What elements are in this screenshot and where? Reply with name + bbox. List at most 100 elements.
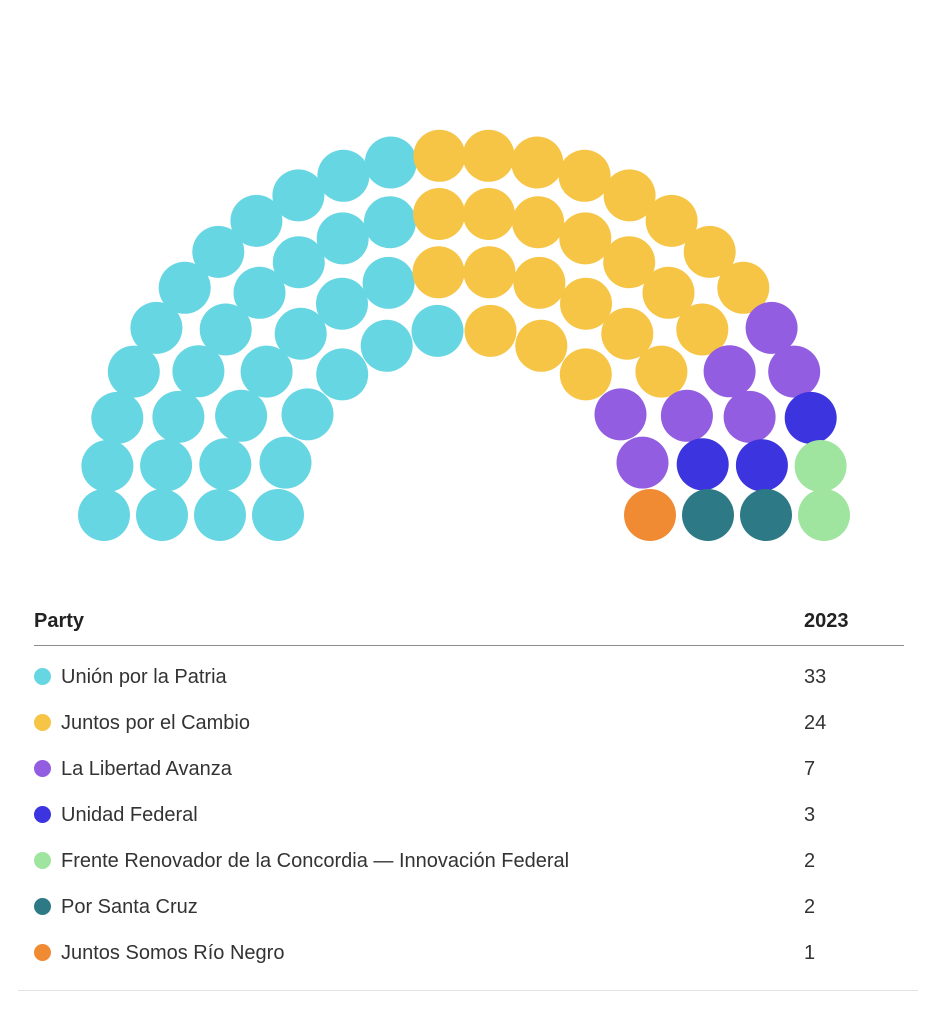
legend-swatch — [34, 943, 51, 961]
legend-seat-count: 2 — [804, 849, 816, 872]
seat-dot — [703, 345, 756, 398]
seat-dot — [660, 389, 713, 442]
seat-dot — [717, 261, 770, 314]
seat-dot — [413, 129, 466, 182]
legend-party-cell: Por Santa Cruz — [34, 884, 804, 930]
seat-dot — [784, 391, 837, 444]
legend-party-name: La Libertad Avanza — [61, 757, 232, 780]
seat-dot — [316, 277, 368, 330]
legend-party-name: Unidad Federal — [61, 803, 198, 826]
seat-dot — [740, 489, 792, 541]
legend-row: Unidad Federal 3 — [34, 792, 904, 838]
seat-dot — [140, 439, 193, 492]
seat-dot — [199, 303, 252, 356]
seat-dot — [81, 440, 134, 492]
seat-dot — [683, 225, 736, 278]
legend-seat-count: 24 — [804, 711, 827, 734]
seat-dot — [601, 307, 654, 360]
seat-dot — [364, 136, 417, 189]
legend-party-name: Juntos Somos Río Negro — [61, 941, 285, 964]
seat-dot — [317, 149, 370, 202]
seat-dot — [281, 388, 334, 441]
seat-dot — [511, 136, 564, 189]
seat-dot — [515, 319, 568, 372]
legend-row: Juntos por el Cambio 24 — [34, 700, 904, 746]
seat-dot — [192, 225, 245, 278]
seat-dot — [676, 438, 729, 491]
legend-party-cell: Juntos por el Cambio — [34, 700, 804, 746]
seat-dot — [411, 304, 464, 357]
parliament-chart — [78, 129, 850, 541]
legend-party-name: Unión por la Patria — [61, 665, 227, 688]
seat-dot — [594, 388, 647, 441]
seat-dot — [252, 489, 304, 541]
seat-dot — [130, 301, 183, 354]
legend-party-cell: La Libertad Avanza — [34, 746, 804, 792]
seat-dot — [172, 345, 225, 398]
seat-dot — [360, 319, 413, 372]
seat-dot — [794, 440, 847, 492]
seat-dot — [158, 261, 211, 314]
seat-dot — [363, 196, 416, 249]
seat-dot — [603, 236, 656, 289]
seat-dot — [462, 129, 515, 182]
seat-dot — [635, 345, 688, 398]
seat-dot — [645, 194, 698, 247]
seat-dot — [272, 169, 325, 222]
seat-dot — [745, 301, 798, 354]
legend-party-cell: Frente Renovador de la Concordia — Innov… — [34, 838, 804, 884]
legend-row: Juntos Somos Río Negro 1 — [34, 930, 904, 976]
seat-dot — [642, 266, 695, 319]
legend-party-name: Juntos por el Cambio — [61, 711, 250, 734]
legend-swatch — [34, 759, 51, 777]
legend-row: Unión por la Patria 33 — [34, 646, 904, 701]
seat-dot — [462, 188, 515, 240]
seat-dot — [274, 307, 327, 360]
legend-party-cell: Juntos Somos Río Negro — [34, 930, 804, 976]
legend-seat-count: 1 — [804, 941, 816, 964]
seat-dot — [676, 303, 729, 356]
party-column-header: Party — [34, 600, 804, 646]
seat-dot — [233, 266, 286, 319]
seat-dot — [603, 169, 656, 222]
seat-dot — [107, 345, 160, 398]
legend-body: Unión por la Patria 33 Juntos por el Cambi… — [34, 646, 904, 977]
seat-dot — [362, 256, 415, 309]
legend-seat-count: 3 — [804, 803, 816, 826]
bottom-divider — [18, 990, 918, 991]
seat-dot — [412, 246, 465, 299]
seat-dot — [463, 246, 516, 299]
seat-dot — [240, 345, 293, 398]
legend-party-cell: Unidad Federal — [34, 792, 804, 838]
seat-dot — [559, 348, 612, 401]
seat-dot — [464, 304, 517, 357]
seat-dot — [768, 345, 821, 398]
seat-dot — [316, 212, 369, 265]
legend-row: Por Santa Cruz 2 — [34, 884, 904, 930]
legend-row: Frente Renovador de la Concordia — Innov… — [34, 838, 904, 884]
seat-dot — [136, 489, 188, 541]
seat-dot — [152, 390, 205, 443]
legend-swatch — [34, 851, 51, 869]
seat-dot — [78, 489, 130, 541]
seat-dot — [230, 194, 283, 247]
seat-dot — [91, 391, 144, 444]
seat-dot — [560, 277, 612, 330]
seat-dot — [259, 436, 312, 489]
seat-dot — [624, 489, 676, 541]
year-column-header: 2023 — [804, 600, 904, 646]
seat-dot — [682, 489, 734, 541]
legend-party-cell: Unión por la Patria — [34, 646, 804, 701]
seat-dot — [798, 489, 850, 541]
legend-table: Party 2023 Unión por la Patria 33 Juntos p… — [34, 600, 904, 976]
legend-swatch — [34, 897, 51, 915]
seat-dot — [735, 439, 788, 492]
legend-seat-count: 33 — [804, 665, 827, 688]
seat-dot — [272, 236, 325, 289]
legend-swatch — [34, 667, 51, 685]
legend-swatch — [34, 713, 51, 731]
legend-party-name: Frente Renovador de la Concordia — Innov… — [61, 849, 570, 872]
legend-row: La Libertad Avanza 7 — [34, 746, 904, 792]
legend-party-name: Por Santa Cruz — [61, 895, 198, 918]
legend-header-row: Party 2023 — [34, 600, 904, 646]
